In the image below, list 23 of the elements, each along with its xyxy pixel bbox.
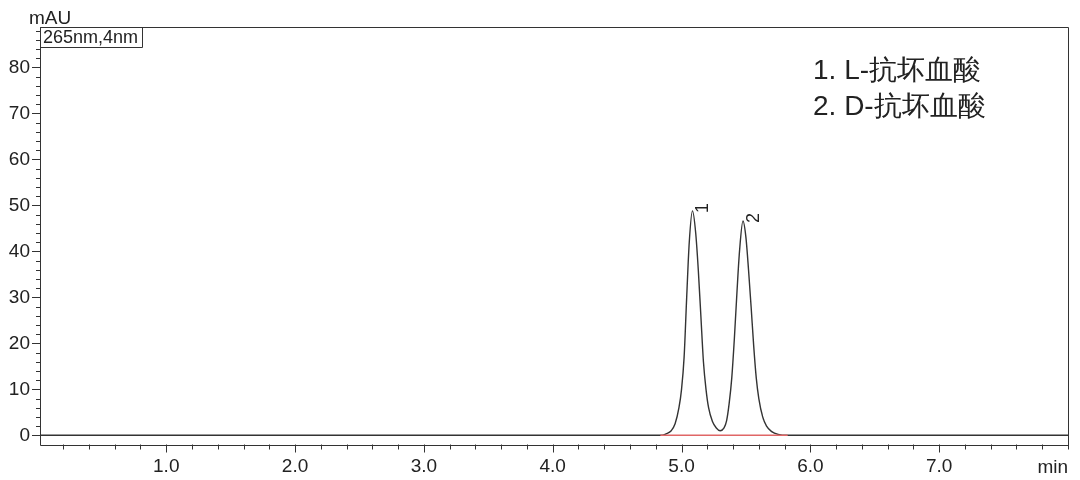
y-tick-label: 20: [8, 331, 30, 353]
x-tick-label: 5.0: [668, 455, 695, 477]
x-tick-label: 6.0: [797, 455, 824, 477]
y-tick-label: 80: [8, 55, 30, 77]
y-tick-label: 10: [8, 377, 30, 399]
y-tick-label: 50: [8, 193, 30, 215]
y-tick-label: 0: [19, 423, 30, 445]
annotation: 1: [692, 202, 713, 213]
annotation: 2. D-抗坏血酸: [813, 90, 986, 121]
y-tick-label: 30: [8, 285, 30, 307]
annotation: 2: [742, 213, 763, 224]
x-tick-label: 1.0: [153, 455, 180, 477]
annotation: 265nm,4nm: [43, 27, 139, 47]
x-tick-label: 4.0: [539, 455, 566, 477]
x-tick-label: 7.0: [925, 455, 953, 477]
x-axis-title: min: [1037, 455, 1068, 477]
annotation: 1. L-抗坏血酸: [813, 54, 982, 85]
x-tick-label: 2.0: [281, 455, 309, 477]
y-axis-title: mAU: [28, 7, 72, 28]
y-tick-label: 40: [8, 239, 30, 261]
x-tick-label: 3.0: [410, 455, 438, 477]
y-tick-label: 70: [8, 101, 30, 123]
y-tick-label: 60: [8, 147, 30, 169]
